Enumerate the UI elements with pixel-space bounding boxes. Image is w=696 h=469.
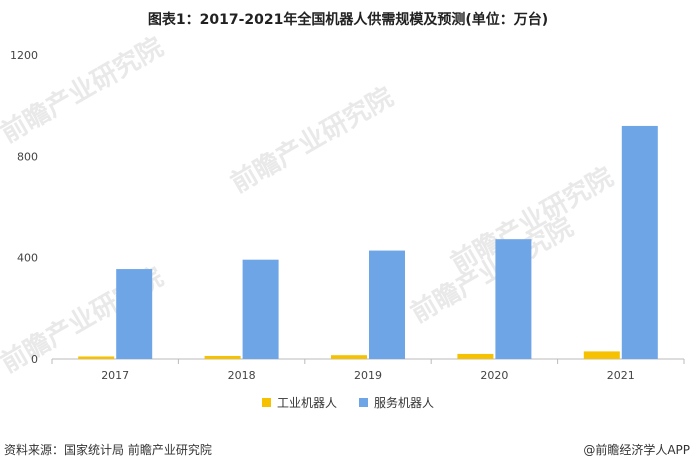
bar-industrial [204,355,241,359]
chart-title: 图表1：2017-2021年全国机器人供需规模及预测(单位：万台) [147,12,549,28]
y-tick-label: 800 [17,150,38,163]
legend-label-service: 服务机器人 [374,396,435,410]
y-tick-label: 0 [31,353,38,366]
source-note: 资料来源：国家统计局 前瞻产业研究院 [4,443,212,457]
x-tick-label: 2017 [101,369,129,382]
bar-service [369,250,405,359]
bar-industrial [331,355,367,359]
x-tick-label: 2021 [607,369,635,382]
x-tick-label: 2019 [354,369,382,382]
bar-service [495,239,532,359]
x-tick-label: 2020 [480,369,508,382]
chart-legend: 工业机器人 服务机器人 [0,394,696,411]
brand-label: @前瞻经济学人APP [583,443,690,457]
bar-industrial [457,353,494,359]
legend-label-industrial: 工业机器人 [276,396,337,410]
legend-swatch-service [359,398,368,407]
legend-item-industrial[interactable]: 工业机器人 [261,394,337,411]
bar-industrial [583,351,620,359]
bar-service [116,269,153,359]
legend-swatch-industrial [261,398,271,407]
bar-service [242,259,279,359]
x-tick-label: 2018 [228,369,256,382]
y-tick-label: 400 [17,252,38,265]
y-tick-label: 1200 [10,49,38,62]
legend-item-service[interactable]: 服务机器人 [359,394,434,411]
bar-industrial [78,356,115,359]
bar-service [621,125,658,359]
